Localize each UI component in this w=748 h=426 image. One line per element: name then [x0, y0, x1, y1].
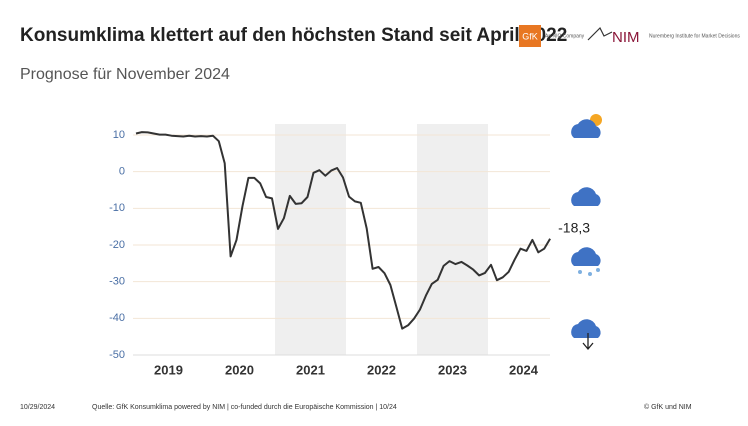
gfk-logo: GfK An NIQ Company [519, 25, 585, 47]
value-label: -18,3 [558, 219, 590, 235]
weather-icons [571, 114, 602, 351]
y-tick-label: -10 [109, 202, 125, 214]
x-tick-label: 2024 [509, 362, 539, 377]
x-tick-label: 2019 [154, 362, 183, 377]
nim-logo-text: NIM [612, 29, 640, 46]
y-tick-label: -50 [109, 349, 125, 361]
y-tick-label: -30 [109, 276, 125, 288]
plot: 2019 2020 2021 2022 2023 2024 10 0 -10 -20 -30 -40 -… [109, 124, 590, 377]
y-tick-label: 0 [119, 166, 125, 178]
gfk-logo-text: GfK [522, 31, 538, 41]
nim-tagline: Nuremberg Institute for Market Decisions [649, 33, 740, 39]
chart-subtitle: Prognose für November 2024 [20, 66, 230, 83]
x-tick-label: 2020 [225, 362, 254, 377]
y-tick-label: 10 [113, 129, 125, 141]
x-tick-label: 2022 [367, 362, 396, 377]
nim-logo: NIM Nuremberg Institute for Market Decis… [587, 26, 740, 46]
y-tick-label: -20 [109, 239, 125, 251]
y-tick-label: -40 [109, 312, 125, 324]
data-line [135, 131, 551, 330]
x-tick-label: 2023 [438, 362, 467, 377]
x-tick-label: 2021 [296, 362, 325, 377]
footer-source: Quelle: GfK Konsumklima powered by NIM |… [92, 404, 397, 411]
shaded-band [275, 124, 346, 355]
chart-title: Konsumklima klettert auf den höchsten St… [20, 25, 567, 46]
footer-copyright: © GfK und NIM [644, 403, 692, 411]
gfk-tagline: An NIQ Company [545, 33, 585, 39]
shaded-band [417, 124, 488, 355]
footer-date: 10/29/2024 [20, 404, 55, 411]
